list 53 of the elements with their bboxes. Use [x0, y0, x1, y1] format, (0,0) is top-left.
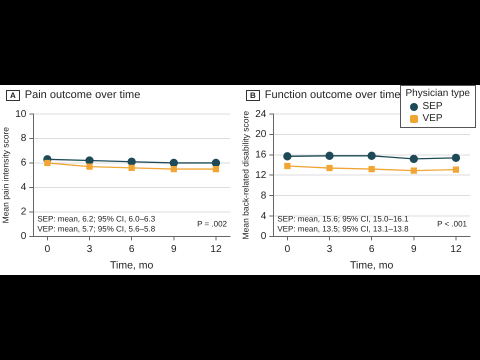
y-tick-label: 8 — [260, 190, 267, 202]
annotation: VEP: mean, 5.7; 95% CI, 5.6–5.8 — [37, 224, 156, 234]
point — [44, 160, 50, 166]
y-tick-label: 20 — [255, 129, 267, 140]
annotation: VEP: mean, 13.5; 95% CI, 13.1–13.8 — [277, 224, 410, 234]
y-tick-label: 6 — [20, 158, 27, 169]
x-tick-label: 0 — [284, 244, 291, 256]
point — [410, 167, 417, 174]
chart-title: B Function outcome over time — [249, 89, 401, 101]
legend-label: SEP — [422, 101, 443, 113]
y-tick-label: 16 — [255, 150, 267, 161]
point — [325, 152, 334, 160]
x-tick-label: 6 — [368, 244, 375, 256]
x-tick-label: 9 — [171, 244, 178, 256]
x-tick-label: 3 — [86, 244, 93, 256]
point — [212, 166, 220, 172]
y-tick-label: 2 — [20, 206, 27, 218]
point — [452, 166, 460, 173]
legend-label: VEP — [422, 113, 443, 125]
y-tick-label: 4 — [260, 210, 267, 222]
x-axis-title: Time, mo — [350, 260, 394, 272]
point — [170, 166, 177, 172]
x-axis-title: Time, mo — [110, 260, 154, 272]
point — [283, 152, 292, 160]
x-tick-label: 12 — [210, 244, 222, 256]
point — [128, 164, 135, 171]
annotation: SEP: mean, 15.6; 95% CI, 15.0–16.1 — [277, 214, 410, 224]
point — [86, 164, 93, 170]
annotation: SEP: mean, 6.2; 95% CI, 6.0–6.3 — [37, 214, 156, 224]
x-tick-label: 6 — [128, 244, 135, 256]
x-tick-label: 9 — [411, 244, 418, 256]
y-tick-label: 0 — [260, 231, 267, 242]
y-axis-title: Mean pain intensity score — [0, 126, 10, 224]
x-tick-label: 0 — [44, 244, 51, 256]
point — [284, 162, 290, 170]
y-axis-title: Mean back-related disability score — [240, 110, 250, 240]
x-tick-label: 3 — [326, 244, 333, 256]
legend-title: Physician type — [406, 88, 470, 99]
x-tick-label: 12 — [450, 244, 462, 256]
y-tick-label: 4 — [20, 182, 27, 194]
point — [410, 154, 418, 164]
point — [368, 152, 376, 160]
y-tick-label: 24 — [255, 108, 267, 120]
annotation: P = .002 — [197, 219, 228, 228]
y-tick-label: 0 — [20, 231, 27, 242]
y-tick-label: 12 — [255, 170, 267, 181]
chart-title: A Pain outcome over time — [9, 89, 140, 101]
annotation: P < .001 — [437, 219, 468, 228]
point — [368, 166, 375, 172]
point — [326, 164, 333, 172]
y-tick-label: 8 — [20, 133, 27, 144]
y-tick-label: 10 — [15, 108, 27, 120]
point — [452, 154, 460, 162]
